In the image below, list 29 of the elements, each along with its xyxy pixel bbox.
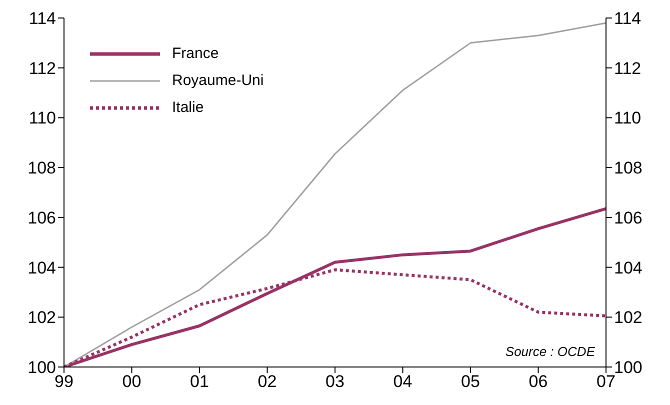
- x-tick-label: 05: [461, 372, 480, 392]
- y2-tick-label: 110: [614, 108, 642, 128]
- annotation: Source : OCDE: [505, 344, 595, 359]
- x-tick-label: 03: [326, 372, 344, 392]
- y-tick-label: 112: [28, 58, 56, 78]
- x-tick-label: 06: [528, 372, 548, 392]
- x-tick-label: 07: [596, 372, 616, 392]
- x-tick-label: 00: [122, 372, 142, 392]
- y2-tick-label: 106: [614, 208, 642, 228]
- x-tick-label: 04: [393, 372, 412, 392]
- legend-label: France: [172, 45, 219, 62]
- y-tick-label: 102: [28, 308, 56, 328]
- legend-label: Royaume-Uni: [172, 72, 264, 89]
- y-tick-label: 106: [28, 208, 56, 228]
- x-tick-label: 01: [190, 372, 209, 392]
- y2-tick-label: 114: [614, 9, 642, 28]
- y-tick-label: 114: [28, 9, 56, 28]
- y-tick-label: 108: [28, 158, 56, 178]
- legend-label: Italie: [172, 99, 204, 116]
- x-tick-label: 99: [54, 372, 74, 392]
- y2-tick-label: 108: [614, 158, 642, 178]
- x-tick-label: 02: [258, 372, 277, 392]
- y2-tick-label: 100: [614, 358, 642, 378]
- y2-tick-label: 102: [614, 308, 642, 328]
- y2-tick-label: 112: [614, 58, 642, 78]
- y-tick-label: 104: [28, 258, 56, 278]
- y-tick-label: 110: [28, 108, 56, 128]
- y2-tick-label: 104: [614, 258, 642, 278]
- y-tick-label: 100: [28, 358, 56, 378]
